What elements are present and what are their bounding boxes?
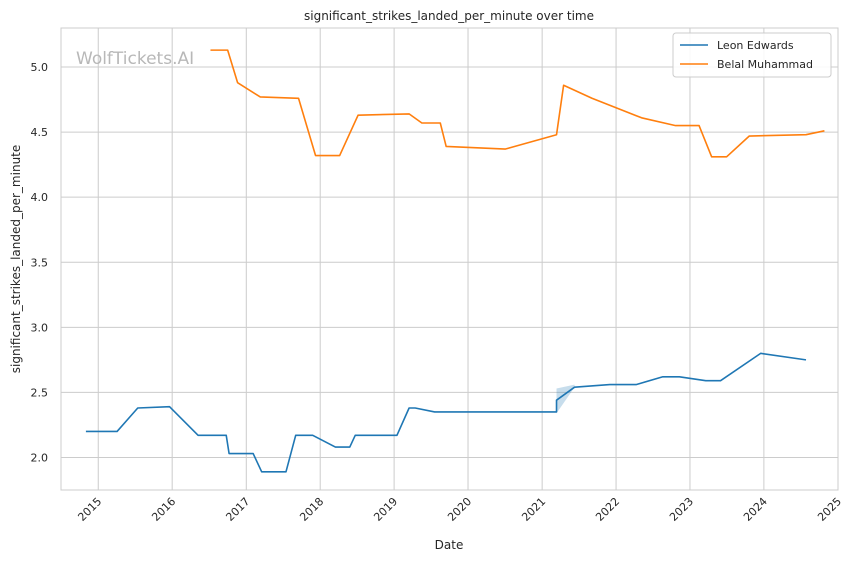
y-tick-label: 3.5 (31, 256, 49, 269)
legend-box (672, 32, 832, 78)
y-tick-label: 4.0 (31, 191, 49, 204)
legend-label-leon-edwards: Leon Edwards (717, 39, 794, 52)
chart-title: significant_strikes_landed_per_minute ov… (304, 9, 594, 23)
legend-label-belal-muhammad: Belal Muhammad (717, 58, 813, 71)
confidence-bands (556, 384, 575, 414)
watermark: WolfTickets.AI (76, 49, 194, 69)
y-tick-label: 5.0 (31, 61, 49, 74)
y-axis-label: significant_strikes_landed_per_minute (9, 145, 23, 374)
band-leon-edwards (556, 384, 575, 414)
y-tick-labels: 2.0 2.5 3.0 3.5 4.0 4.5 5.0 (31, 61, 49, 464)
plot-frame (60, 27, 839, 491)
y-tick-label: 4.5 (31, 126, 49, 139)
x-axis-label: Date (435, 538, 464, 552)
y-tick-label: 2.5 (31, 386, 49, 399)
series-lines (85, 49, 825, 473)
legend: Leon Edwards Belal Muhammad (672, 32, 832, 78)
series-line-belal-muhammad (210, 49, 825, 158)
y-tick-label: 3.0 (31, 321, 49, 334)
series-line-leon-edwards (85, 352, 807, 473)
y-tick-label: 2.0 (31, 451, 49, 464)
plot-area (61, 28, 838, 490)
